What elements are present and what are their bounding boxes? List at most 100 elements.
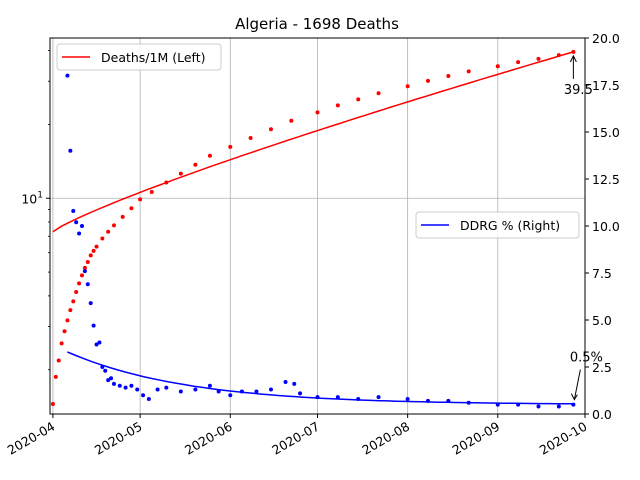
data-point — [536, 56, 541, 61]
data-point — [207, 383, 212, 388]
y-right-tick-label: 7.5 — [592, 266, 612, 281]
data-point — [164, 385, 169, 390]
annotation-arrowhead — [569, 54, 577, 63]
legend-frame — [56, 43, 222, 71]
data-point — [68, 148, 73, 153]
legends[interactable]: Deaths/1M (Left) DDRG % (Right) — [56, 43, 580, 239]
data-point — [135, 387, 140, 392]
data-point — [91, 248, 96, 253]
y-right-tick-label: 15.0 — [592, 125, 620, 140]
data-point — [376, 395, 381, 400]
y-right-tick-label: 2.5 — [592, 360, 612, 375]
data-point — [94, 342, 99, 347]
data-point — [289, 118, 294, 123]
data-point — [376, 91, 381, 96]
data-point — [335, 103, 340, 108]
data-point — [405, 84, 410, 89]
data-point — [216, 389, 221, 394]
data-point — [82, 265, 87, 270]
y-left-tick-label: 101 — [21, 190, 43, 206]
data-point — [356, 97, 361, 102]
data-point — [106, 229, 111, 234]
legend-box-0[interactable]: Deaths/1M (Left) — [56, 43, 222, 71]
data-point — [268, 127, 273, 132]
data-point — [155, 387, 160, 392]
data-point — [85, 259, 90, 264]
fit-lines — [52, 51, 574, 405]
data-point — [71, 299, 76, 304]
data-point — [178, 171, 183, 176]
y-right-tick-label: 17.5 — [592, 78, 620, 93]
legend-box-1[interactable]: DDRG % (Right) — [415, 211, 580, 239]
annotation-arrowhead — [570, 393, 578, 401]
y-right-tick-label: 12.5 — [592, 172, 620, 187]
data-point — [74, 289, 79, 294]
data-point — [315, 395, 320, 400]
annotation-arrow — [573, 369, 581, 400]
data-point — [248, 136, 253, 141]
y-axis-right: 0.0 2.5 5.0 7.5 10.0 12.5 15.0 17.5 20.0 — [585, 31, 620, 422]
data-point — [446, 398, 451, 403]
data-point — [91, 323, 96, 328]
data-point — [356, 396, 361, 401]
data-point — [405, 396, 410, 401]
data-point — [65, 318, 70, 323]
data-point — [193, 387, 198, 392]
data-point — [50, 401, 55, 406]
data-point — [79, 273, 84, 278]
data-point — [88, 253, 93, 258]
data-point — [425, 78, 430, 83]
legend-label: Deaths/1M (Left) — [101, 50, 206, 65]
data-point — [129, 383, 134, 388]
end-label-ddrg: 0.5% — [570, 351, 603, 366]
data-point — [71, 208, 76, 213]
data-point — [536, 404, 541, 409]
data-point — [298, 391, 303, 396]
data-point — [138, 197, 143, 202]
data-point — [68, 308, 73, 313]
data-point — [228, 144, 233, 149]
data-point — [56, 358, 61, 363]
data-point — [466, 69, 471, 74]
chart-title: Algeria - 1698 Deaths — [235, 15, 399, 33]
y-right-tick-label: 5.0 — [592, 313, 612, 328]
data-point — [103, 368, 108, 373]
data-point — [254, 389, 259, 394]
data-point — [207, 153, 212, 158]
data-point — [571, 49, 576, 54]
data-point — [178, 389, 183, 394]
data-point — [556, 404, 561, 409]
data-point — [62, 329, 67, 334]
fit-line-0 — [52, 51, 574, 233]
y-right-tick-label: 10.0 — [592, 219, 620, 234]
data-point — [65, 73, 70, 78]
end-label-deaths: 39.5 — [564, 83, 593, 98]
data-point — [146, 396, 151, 401]
data-point — [466, 400, 471, 405]
data-point — [77, 231, 82, 236]
data-point — [141, 393, 146, 398]
data-point — [495, 402, 500, 407]
data-point — [516, 60, 521, 65]
data-point — [129, 206, 134, 211]
data-point — [495, 64, 500, 69]
data-point — [149, 190, 154, 195]
data-point — [283, 380, 288, 385]
data-point — [111, 223, 116, 228]
data-point — [193, 162, 198, 167]
y-right-tick-label: 20.0 — [592, 31, 620, 46]
data-point — [120, 214, 125, 219]
data-point — [109, 376, 114, 381]
data-points — [50, 49, 576, 409]
data-point — [97, 340, 102, 345]
data-point — [88, 301, 93, 306]
data-point — [123, 385, 128, 390]
data-point — [77, 281, 82, 286]
data-point — [164, 180, 169, 185]
legend-label: DDRG % (Right) — [460, 218, 560, 233]
data-point — [74, 220, 79, 225]
data-point — [315, 110, 320, 115]
data-point — [425, 398, 430, 403]
